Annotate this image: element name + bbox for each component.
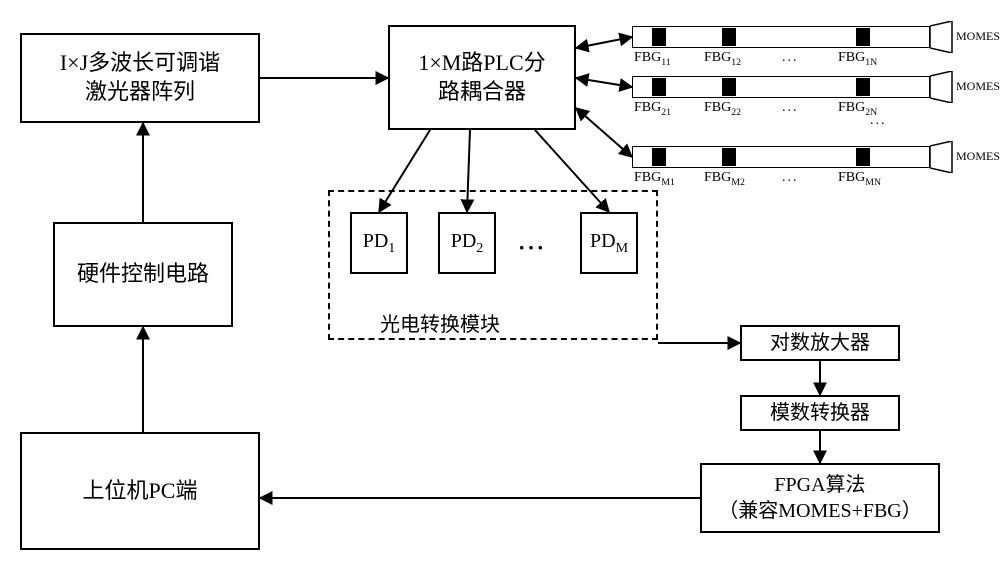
pd1-box: PD1 — [350, 212, 408, 274]
fbg-mark — [652, 28, 666, 46]
momes-horn-icon — [930, 21, 954, 53]
fbg-label: FBG21 — [634, 100, 671, 118]
pd2-label: PD2 — [451, 230, 484, 257]
fiber-channel-3 — [632, 146, 930, 168]
fbg-label: FBG1N — [838, 50, 877, 68]
fbg-ellipsis: ... — [782, 100, 799, 116]
fbg-mark — [652, 78, 666, 96]
fiber-channel-1 — [632, 26, 930, 48]
log-amp-label: 对数放大器 — [770, 330, 870, 356]
pdm-label: PDM — [590, 230, 628, 257]
pc-host-label: 上位机PC端 — [83, 477, 198, 506]
laser-array-box: I×J多波长可调谐激光器阵列 — [20, 33, 260, 123]
fbg-label: FBGMN — [838, 170, 881, 188]
adc-box: 模数转换器 — [740, 395, 900, 431]
hw-control-label: 硬件控制电路 — [77, 260, 209, 289]
fpga-label: FPGA算法（兼容MOMES+FBG） — [718, 472, 922, 524]
pd1-label: PD1 — [363, 230, 396, 257]
fiber-vdots: ... — [870, 113, 887, 129]
fpga-box: FPGA算法（兼容MOMES+FBG） — [700, 463, 940, 533]
pd2-box: PD2 — [438, 212, 496, 274]
momes-label: MOMES2 — [956, 79, 1000, 95]
fbg-mark — [856, 148, 870, 166]
fbg-ellipsis: ... — [782, 170, 799, 186]
fbg-ellipsis: ... — [782, 50, 799, 66]
fbg-mark — [652, 148, 666, 166]
log-amp-box: 对数放大器 — [740, 325, 900, 361]
photoelectric-module-label: 光电转换模块 — [380, 308, 500, 337]
fbg-mark — [722, 28, 736, 46]
plc-coupler-box: 1×M路PLC分路耦合器 — [388, 25, 576, 130]
adc-label: 模数转换器 — [770, 400, 870, 426]
hw-control-box: 硬件控制电路 — [53, 222, 233, 327]
momes-horn-icon — [930, 71, 954, 103]
fiber-channel-2 — [632, 76, 930, 98]
fbg-label: FBGM1 — [634, 170, 675, 188]
pc-host-box: 上位机PC端 — [20, 432, 260, 550]
fbg-mark — [856, 28, 870, 46]
momes-label: MOMES1 — [956, 29, 1000, 45]
fbg-label: FBG11 — [634, 50, 671, 68]
plc-coupler-label: 1×M路PLC分路耦合器 — [418, 49, 545, 106]
fbg-label: FBGM2 — [704, 170, 745, 188]
fbg-mark — [722, 78, 736, 96]
fbg-mark — [856, 78, 870, 96]
momes-horn-icon — [930, 141, 954, 173]
momes-label: MOMESM — [956, 149, 1000, 165]
laser-array-label: I×J多波长可调谐激光器阵列 — [60, 49, 220, 106]
fbg-label: FBG22 — [704, 100, 741, 118]
pdm-box: PDM — [580, 212, 638, 274]
pd-ellipsis: ··· — [518, 235, 546, 261]
fbg-mark — [722, 148, 736, 166]
fbg-label: FBG12 — [704, 50, 741, 68]
